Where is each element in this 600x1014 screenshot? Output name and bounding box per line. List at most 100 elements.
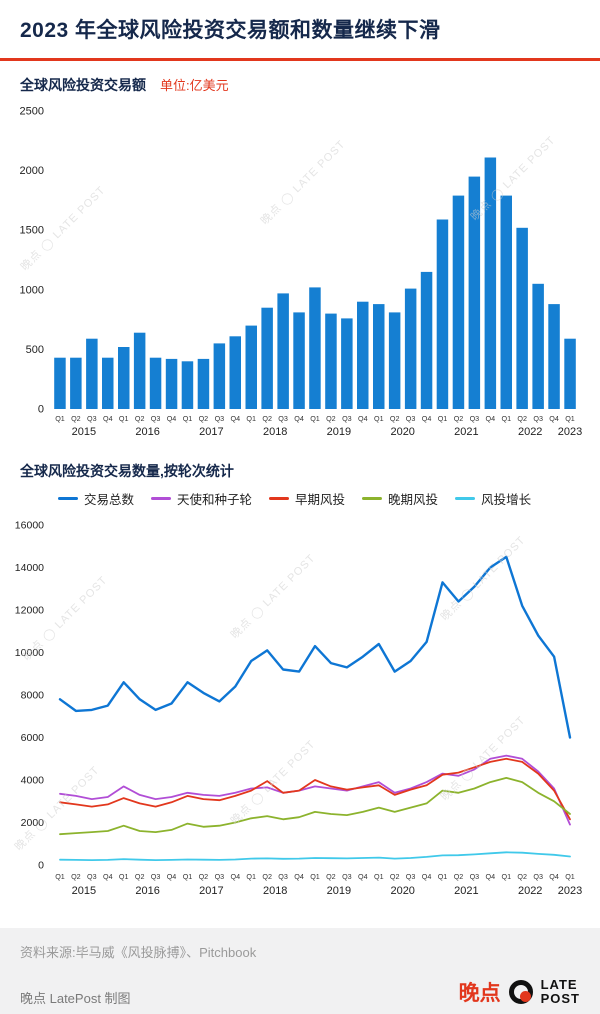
x-quarter-label: Q3: [470, 414, 480, 423]
bar: [548, 304, 560, 409]
x-quarter-label: Q2: [71, 414, 81, 423]
x-quarter-label: Q2: [71, 872, 81, 881]
x-quarter-label: Q1: [246, 872, 256, 881]
x-quarter-label: Q4: [167, 414, 177, 423]
x-year-label: 2017: [199, 426, 223, 438]
legend-swatch-icon: [58, 496, 78, 500]
deal-value-chart-section: 全球风险投资交易额 单位:亿美元 0 500 1000 1500 2000 2500 Q1 Q…: [0, 75, 600, 445]
chart2-header: 全球风险投资交易数量,按轮次统计: [0, 461, 600, 481]
bar: [309, 287, 321, 409]
y-tick-label: 14000: [15, 562, 44, 574]
bar: [452, 195, 465, 409]
latepost-logo-icon: [508, 980, 533, 1004]
chart1-unit-label: 单位:亿美元: [160, 78, 229, 93]
x-quarter-label: Q2: [454, 872, 464, 881]
bar: [532, 283, 544, 409]
bar: [261, 307, 273, 409]
latepost-logo-dot: [519, 991, 531, 1002]
x-year-label: 2019: [327, 885, 351, 897]
chart1-header: 全球风险投资交易额 单位:亿美元: [0, 75, 600, 95]
y-tick-label: 16000: [15, 520, 44, 532]
bar: [388, 312, 401, 409]
x-quarter-label: Q2: [326, 414, 336, 423]
line-series-0: [58, 555, 572, 739]
x-quarter-label: Q3: [278, 872, 288, 881]
x-quarter-label: Q3: [342, 872, 352, 881]
bar: [165, 358, 178, 409]
header: 2023 年全球风险投资交易额和数量继续下滑: [0, 0, 600, 58]
x-quarter-label: Q4: [549, 414, 559, 423]
latepost-logo-cn: 晚点: [458, 982, 501, 1005]
x-quarter-label: Q3: [151, 872, 161, 881]
x-quarter-label: Q1: [310, 414, 320, 423]
x-quarter-label: Q2: [262, 414, 272, 423]
bar: [70, 357, 82, 409]
x-year-label: 2023: [558, 426, 582, 438]
y-tick-label: 4000: [21, 775, 45, 787]
x-quarter-label: Q4: [549, 872, 559, 881]
x-quarter-label: Q3: [151, 414, 161, 423]
chart-legend: 交易总数 天使和种子轮 早期风投 晚期风投 风投增长: [0, 489, 600, 507]
x-quarter-label: Q3: [87, 414, 97, 423]
bar: [500, 195, 512, 409]
bar: [484, 157, 497, 409]
legend-item: 风投增长: [455, 489, 531, 508]
x-quarter-label: Q2: [326, 872, 336, 881]
footer: 资料来源:毕马威《风投脉搏》、Pitchbook 晚点 LatePost 制图 …: [0, 928, 600, 1014]
x-quarter-label: Q2: [517, 414, 527, 423]
legend-item: 天使和种子轮: [151, 489, 252, 508]
legend-label: 交易总数: [84, 492, 135, 507]
x-quarter-label: Q1: [565, 872, 575, 881]
bar: [86, 338, 98, 409]
x-quarter-label: Q4: [231, 872, 241, 881]
legend-item: 晚期风投: [362, 489, 438, 508]
x-quarter-label: Q1: [438, 872, 448, 881]
legend-label: 晚期风投: [388, 492, 439, 507]
bar: [197, 358, 210, 409]
x-quarter-label: Q3: [533, 414, 543, 423]
bar: [277, 293, 289, 409]
x-quarter-label: Q2: [390, 872, 400, 881]
x-quarter-label: Q4: [422, 414, 432, 423]
x-quarter-label: Q1: [374, 414, 384, 423]
x-quarter-label: Q4: [486, 414, 496, 423]
x-quarter-label: Q1: [119, 872, 129, 881]
y-tick-label: 2500: [20, 106, 44, 118]
x-year-label: 2017: [199, 885, 223, 897]
bar: [149, 357, 162, 409]
bar: [229, 336, 241, 409]
x-year-label: 2016: [135, 426, 159, 438]
x-quarter-label: Q1: [55, 872, 65, 881]
x-quarter-label: Q3: [533, 872, 543, 881]
bar: [118, 347, 130, 409]
x-year-label: 2023: [558, 885, 582, 897]
source-note: 资料来源:毕马威《风投脉搏》、Pitchbook: [20, 945, 257, 960]
x-quarter-label: Q1: [246, 414, 256, 423]
legend-label: 风投增长: [481, 492, 532, 507]
x-quarter-label: Q4: [422, 872, 432, 881]
x-quarter-label: Q3: [278, 414, 288, 423]
chart2-title: 全球风险投资交易数量,按轮次统计: [20, 463, 234, 479]
legend-swatch-icon: [455, 496, 476, 500]
legend-swatch-icon: [151, 496, 172, 500]
y-tick-label: 6000: [21, 732, 45, 744]
x-year-label: 2019: [327, 426, 351, 438]
deal-count-chart-section: 全球风险投资交易数量,按轮次统计 交易总数 天使和种子轮 早期风投 晚期风投 风投增长 …: [0, 461, 600, 905]
x-quarter-label: Q1: [438, 414, 448, 423]
y-tick-label: 12000: [15, 605, 44, 617]
bar: [516, 227, 528, 409]
x-quarter-label: Q2: [135, 872, 145, 881]
x-quarter-label: Q3: [215, 872, 225, 881]
x-quarter-label: Q4: [103, 872, 113, 881]
bar: [133, 332, 146, 409]
bar: [341, 318, 353, 409]
latepost-logo-en: LATE POST: [541, 978, 580, 1005]
x-year-label: 2022: [518, 885, 542, 897]
legend-label: 天使和种子轮: [177, 492, 253, 507]
x-quarter-label: Q4: [231, 414, 241, 423]
bar: [436, 219, 449, 409]
x-year-label: 2021: [454, 885, 478, 897]
x-quarter-label: Q1: [565, 414, 575, 423]
x-quarter-label: Q4: [486, 872, 496, 881]
x-quarter-label: Q1: [119, 414, 129, 423]
